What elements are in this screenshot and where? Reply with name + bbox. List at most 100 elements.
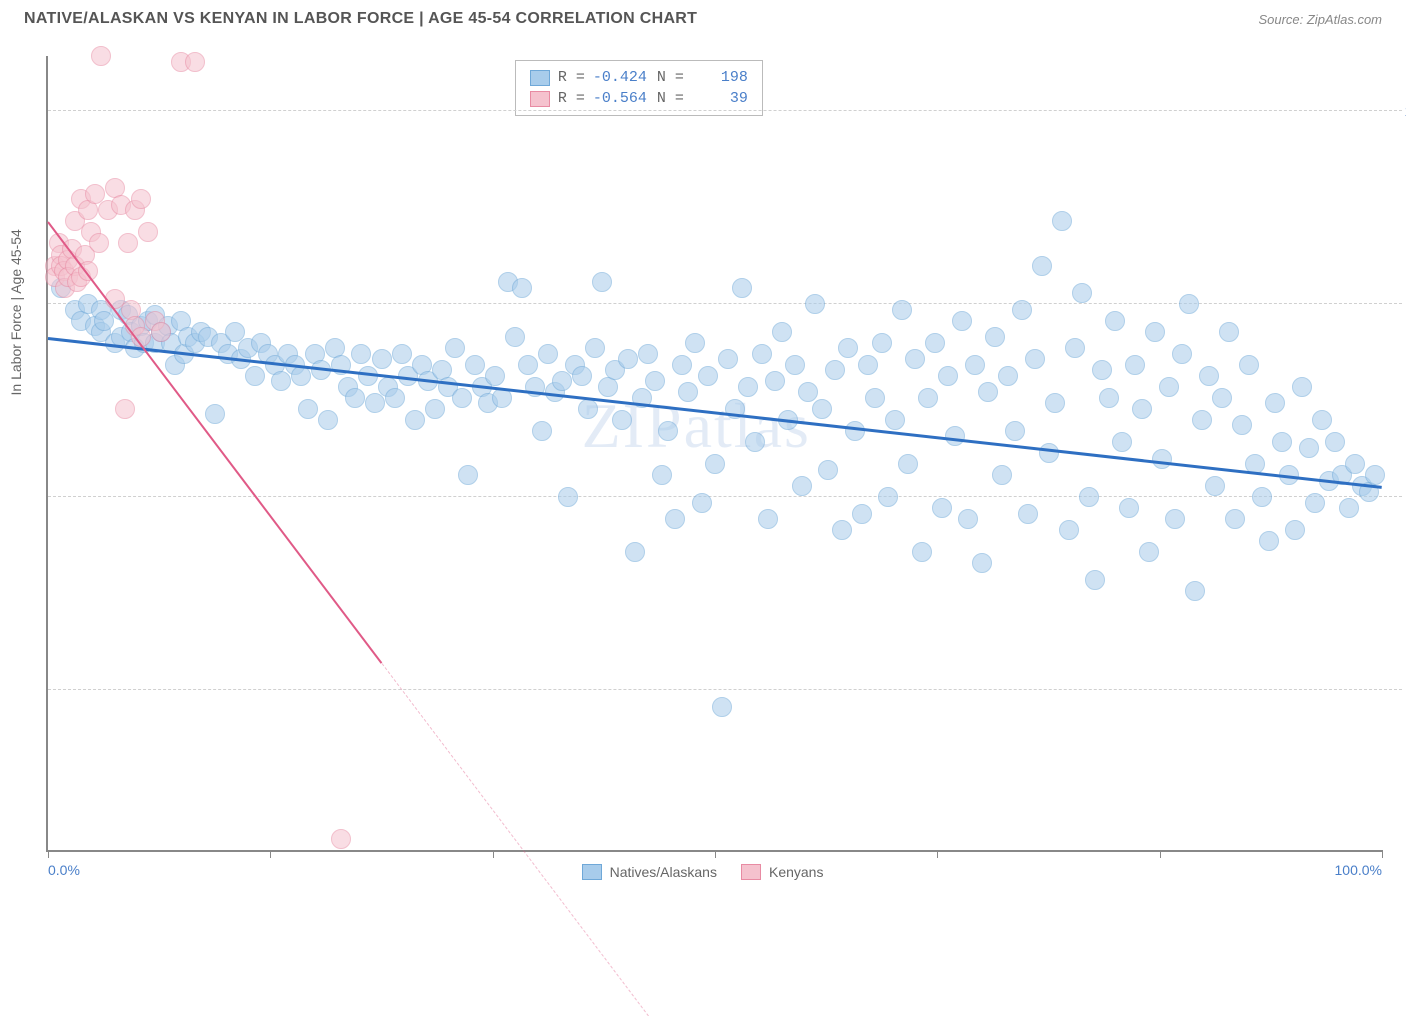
- x-tick-label: 0.0%: [48, 862, 80, 878]
- r-label: R =: [558, 69, 585, 86]
- x-tick: [493, 850, 494, 858]
- scatter-point: [91, 46, 111, 66]
- scatter-point: [772, 322, 792, 342]
- scatter-point: [1105, 311, 1125, 331]
- scatter-point: [652, 465, 672, 485]
- legend-swatch: [741, 864, 761, 880]
- scatter-point: [465, 355, 485, 375]
- legend-label: Natives/Alaskans: [610, 864, 717, 880]
- scatter-point: [1165, 509, 1185, 529]
- scatter-point: [1205, 476, 1225, 496]
- scatter-point: [1252, 487, 1272, 507]
- stats-row: R =-0.424N =198: [530, 67, 748, 88]
- scatter-point: [1025, 349, 1045, 369]
- legend-swatch: [530, 91, 550, 107]
- scatter-point: [618, 349, 638, 369]
- legend-swatch: [582, 864, 602, 880]
- legend-label: Kenyans: [769, 864, 823, 880]
- scatter-point: [1179, 294, 1199, 314]
- scatter-point: [785, 355, 805, 375]
- scatter-point: [712, 697, 732, 717]
- scatter-point: [118, 233, 138, 253]
- gridline: [48, 110, 1402, 111]
- scatter-point: [1132, 399, 1152, 419]
- scatter-point: [925, 333, 945, 353]
- scatter-point: [938, 366, 958, 386]
- y-tick-label: 65.0%: [1392, 489, 1406, 505]
- n-value: 39: [692, 90, 748, 107]
- scatter-point: [1199, 366, 1219, 386]
- chart-title: NATIVE/ALASKAN VS KENYAN IN LABOR FORCE …: [24, 10, 697, 28]
- scatter-point: [89, 233, 109, 253]
- scatter-point: [738, 377, 758, 397]
- x-tick: [48, 850, 49, 858]
- scatter-point: [645, 371, 665, 391]
- scatter-point: [425, 399, 445, 419]
- gridline: [48, 496, 1402, 497]
- scatter-point: [94, 311, 114, 331]
- scatter-point: [1065, 338, 1085, 358]
- scatter-point: [658, 421, 678, 441]
- scatter-point: [1299, 438, 1319, 458]
- x-tick-label: 100.0%: [1335, 862, 1382, 878]
- scatter-point: [812, 399, 832, 419]
- scatter-point: [685, 333, 705, 353]
- series-legend: Natives/Alaskans Kenyans: [582, 864, 824, 880]
- scatter-point: [758, 509, 778, 529]
- scatter-point: [351, 344, 371, 364]
- scatter-point: [1232, 415, 1252, 435]
- scatter-point: [1219, 322, 1239, 342]
- scatter-point: [885, 410, 905, 430]
- scatter-point: [845, 421, 865, 441]
- chart-header: NATIVE/ALASKAN VS KENYAN IN LABOR FORCE …: [0, 0, 1406, 42]
- scatter-point: [225, 322, 245, 342]
- scatter-point: [838, 338, 858, 358]
- scatter-point: [1212, 388, 1232, 408]
- x-tick: [1160, 850, 1161, 858]
- scatter-point: [745, 432, 765, 452]
- y-axis-label: In Labor Force | Age 45-54: [8, 229, 24, 395]
- scatter-point: [318, 410, 338, 430]
- scatter-point: [1312, 410, 1332, 430]
- scatter-point: [485, 366, 505, 386]
- scatter-point: [245, 366, 265, 386]
- scatter-point: [752, 344, 772, 364]
- scatter-point: [612, 410, 632, 430]
- r-label: R =: [558, 90, 585, 107]
- scatter-point: [1092, 360, 1112, 380]
- scatter-point: [665, 509, 685, 529]
- scatter-point: [878, 487, 898, 507]
- scatter-point: [1059, 520, 1079, 540]
- legend-swatch: [530, 70, 550, 86]
- gridline: [48, 689, 1402, 690]
- scatter-point: [552, 371, 572, 391]
- scatter-point: [912, 542, 932, 562]
- n-value: 198: [692, 69, 748, 86]
- scatter-point: [518, 355, 538, 375]
- correlation-stats-box: R =-0.424N =198R =-0.564N = 39: [515, 60, 763, 116]
- scatter-point: [1159, 377, 1179, 397]
- scatter-point: [672, 355, 692, 375]
- scatter-point: [151, 322, 171, 342]
- scatter-point: [1145, 322, 1165, 342]
- scatter-point: [732, 278, 752, 298]
- scatter-point: [978, 382, 998, 402]
- source-attribution: Source: ZipAtlas.com: [1258, 12, 1382, 27]
- scatter-point: [1125, 355, 1145, 375]
- scatter-point: [372, 349, 392, 369]
- scatter-point: [1018, 504, 1038, 524]
- scatter-point: [918, 388, 938, 408]
- y-tick-label: 47.5%: [1392, 682, 1406, 698]
- scatter-point: [458, 465, 478, 485]
- scatter-point: [585, 338, 605, 358]
- scatter-point: [805, 294, 825, 314]
- scatter-point: [1265, 393, 1285, 413]
- scatter-point: [558, 487, 578, 507]
- legend-item: Kenyans: [741, 864, 823, 880]
- scatter-point: [1085, 570, 1105, 590]
- scatter-point: [205, 404, 225, 424]
- scatter-point: [718, 349, 738, 369]
- scatter-point: [1259, 531, 1279, 551]
- scatter-point: [1119, 498, 1139, 518]
- scatter-point: [932, 498, 952, 518]
